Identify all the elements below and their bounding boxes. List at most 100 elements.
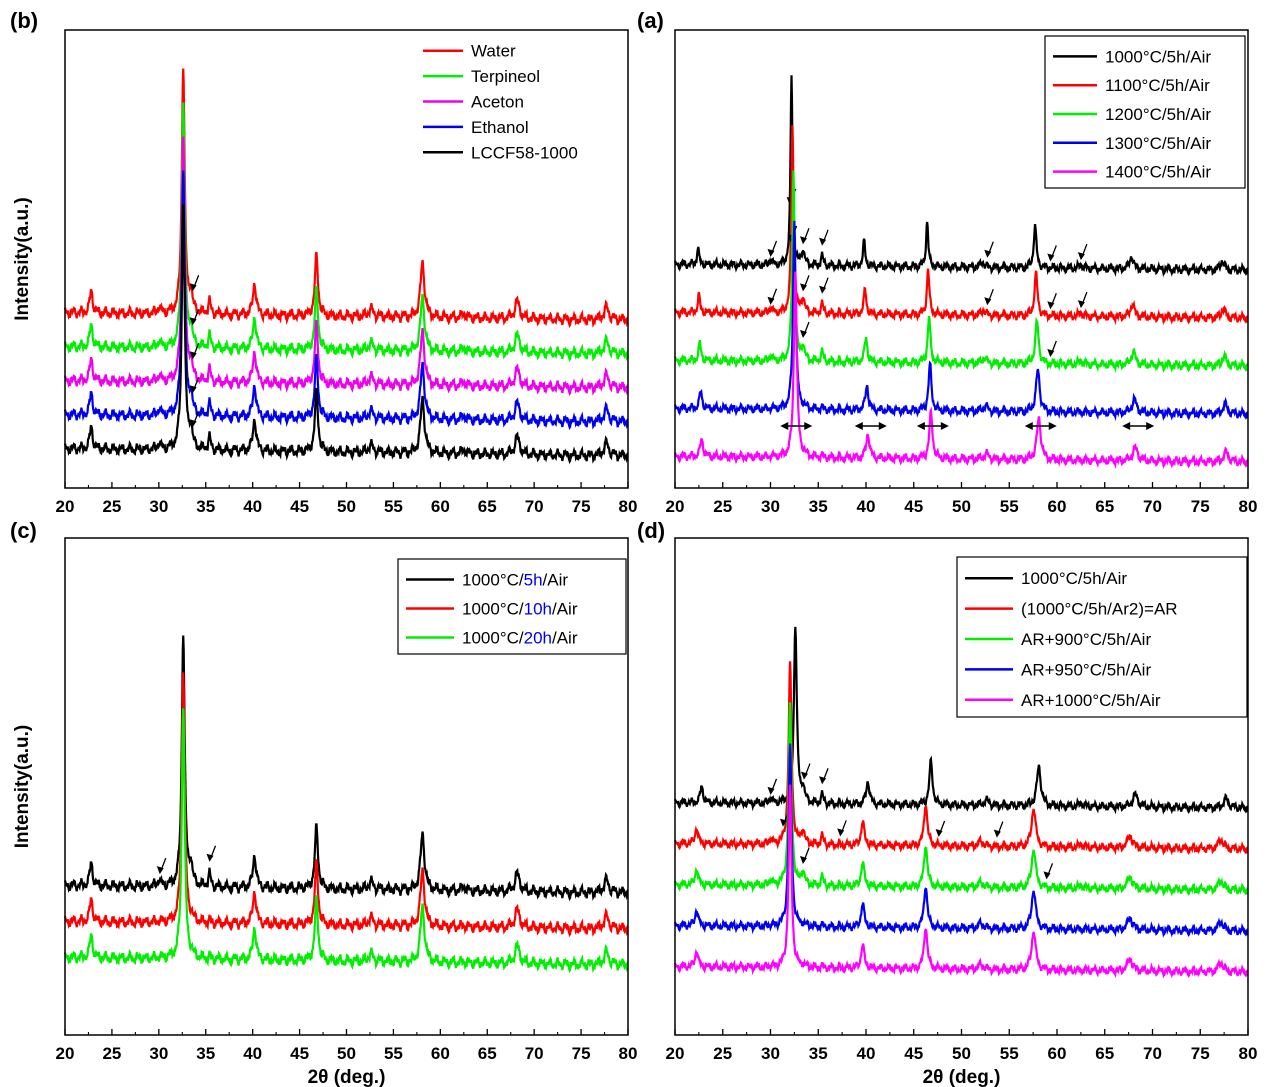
legend-box-a (1044, 35, 1246, 189)
x-tick-label-b-12: 80 (619, 497, 638, 516)
legend-a: 1000°C/5h/Air 1100°C/5h/Air 1200°C/5h/Air 1… (1044, 35, 1246, 189)
x-tick-label-c-1: 25 (102, 1044, 121, 1063)
panel-label-a: (a) (637, 8, 664, 33)
impurity-arrow-a-0-5 (1047, 245, 1057, 262)
x-tick-label-a-1: 25 (713, 497, 732, 516)
x-tick-label-b-10: 70 (525, 497, 544, 516)
x-tick-label-c-5: 45 (290, 1044, 309, 1063)
peak-shift-arrow-0 (780, 422, 813, 430)
x-tick-label-a-9: 65 (1095, 497, 1114, 516)
x-tick-label-d-9: 65 (1095, 1044, 1114, 1063)
x-tick-label-b-9: 65 (478, 497, 497, 516)
series-line-b-4 (63, 204, 629, 465)
impurity-arrow-a-0-2 (799, 228, 810, 245)
x-tick-label-c-10: 70 (525, 1044, 544, 1063)
series-line-a-2 (673, 170, 1249, 374)
impurity-arrow-d-1-1 (837, 820, 847, 837)
x-tick-label-d-2: 30 (761, 1044, 780, 1063)
peak-shift-arrow-3 (1024, 422, 1057, 430)
impurity-arrow-a-1-6 (1077, 291, 1088, 309)
legend-label-a-0: 1000°C/5h/Air (1105, 47, 1211, 66)
legend-label-d-0: 1000°C/5h/Air (1021, 569, 1127, 588)
x-tick-label-a-12: 80 (1239, 497, 1258, 516)
x-tick-label-d-0: 20 (666, 1044, 685, 1063)
x-axis-title-d: 2θ (deg.) (923, 1067, 1001, 1087)
legend-label-b-3: Ethanol (471, 118, 529, 137)
impurity-arrow-d-0-0 (767, 778, 778, 795)
x-tick-label-c-8: 60 (431, 1044, 450, 1063)
x-tick-label-b-11: 75 (572, 497, 591, 516)
panel-a: (a) 20 25 30 35 40 45 50 55 60 65 70 75 80 1000°C/5h/A… (637, 8, 1257, 516)
impurity-arrow-a-1-5 (1047, 293, 1057, 310)
impurity-arrow-d-0-1 (800, 763, 811, 780)
legend-label-c-0: 1000°C/5h/Air (462, 571, 568, 590)
legend-label-b-4: LCCF58-1000 (471, 143, 578, 162)
impurity-arrow-d-0-2 (819, 768, 829, 785)
legend-label-a-1: 1100°C/5h/Air (1105, 76, 1210, 95)
x-tick-label-a-5: 45 (904, 497, 923, 516)
x-tick-label-d-1: 25 (713, 1044, 732, 1063)
x-tick-label-c-4: 40 (243, 1044, 262, 1063)
x-tick-label-c-11: 75 (572, 1044, 591, 1063)
x-tick-label-b-2: 30 (149, 497, 168, 516)
series-line-a-1 (673, 125, 1249, 326)
series-line-a-3 (673, 220, 1249, 422)
panel-c: (c) 20 25 30 35 40 45 50 55 60 65 70 75 80 Intensity(a… (10, 518, 637, 1087)
impurity-arrow-b-0-0 (189, 275, 200, 292)
panel-label-c: (c) (10, 518, 37, 543)
series-line-a-0 (673, 75, 1249, 278)
panel-label-d: (d) (637, 518, 665, 543)
series-line-d-3 (673, 743, 1249, 938)
x-tick-label-b-7: 55 (384, 497, 403, 516)
legend-label-c-2: 1000°C/20h/Air (462, 629, 578, 648)
impurity-arrow-d-1-2 (935, 820, 946, 838)
x-tick-label-c-12: 80 (619, 1044, 638, 1063)
legend-label-c-1: 1000°C/10h/Air (462, 600, 578, 619)
y-axis-title-b: Intensity(a.u.) (12, 197, 33, 321)
legend-label-b-0: Water (471, 42, 516, 61)
impurity-arrow-b-3-0 (189, 377, 200, 394)
x-tick-label-c-7: 55 (384, 1044, 403, 1063)
legend-label-b-2: Aceton (471, 93, 524, 112)
x-axis-title-c: 2θ (deg.) (308, 1067, 386, 1087)
x-tick-label-d-11: 75 (1191, 1044, 1210, 1063)
series-line-a-4 (673, 271, 1249, 470)
legend-c: 1000°C/5h/Air 1000°C/10h/Air 1000°C/20h/Ai… (397, 558, 627, 655)
impurity-arrow-a-2-0 (799, 321, 810, 338)
legend-label-d-2: AR+900°C/5h/Air (1021, 630, 1151, 649)
x-tick-label-b-8: 60 (431, 497, 450, 516)
x-tick-label-b-5: 45 (290, 497, 309, 516)
legend-label-b-1: Terpineol (471, 67, 540, 86)
impurity-arrow-a-1-4 (984, 288, 994, 306)
series-line-d-1 (673, 661, 1249, 856)
x-tick-label-d-3: 35 (809, 1044, 828, 1063)
legend-label-a-2: 1200°C/5h/Air (1105, 105, 1211, 124)
impurity-arrow-c-0-1 (206, 845, 217, 862)
impurity-arrow-b-1-0 (189, 309, 200, 326)
x-tick-label-a-4: 40 (857, 497, 876, 516)
x-tick-label-d-10: 70 (1143, 1044, 1162, 1063)
series-line-d-4 (673, 784, 1249, 979)
impurity-arrow-a-1-2 (799, 275, 810, 292)
impurity-arrow-d-2-1 (1043, 863, 1054, 880)
impurity-arrow-a-0-3 (819, 229, 829, 246)
series-line-c-1 (63, 672, 629, 938)
series-line-b-1 (63, 102, 629, 363)
peak-shift-arrow-4 (1122, 422, 1155, 430)
x-tick-label-d-8: 60 (1048, 1044, 1067, 1063)
legend-label-a-3: 1300°C/5h/Air (1105, 134, 1211, 153)
legend-label-d-4: AR+1000°C/5h/Air (1021, 691, 1161, 710)
impurity-arrow-b-4-0 (189, 411, 200, 428)
panel-d: (d) 20 25 30 35 40 45 50 55 60 65 70 75 80 2θ (deg.) 10… (637, 518, 1257, 1087)
x-tick-label-c-0: 20 (56, 1044, 75, 1063)
impurity-arrow-a-0-4 (984, 241, 994, 258)
impurity-arrow-a-0-6 (1077, 243, 1088, 261)
impurity-arrow-a-2-1 (1047, 340, 1057, 358)
impurity-arrow-c-0-0 (156, 857, 167, 875)
x-tick-label-d-6: 50 (952, 1044, 971, 1063)
x-tick-label-a-11: 75 (1191, 497, 1210, 516)
legend-label-a-4: 1400°C/5h/Air (1105, 163, 1211, 182)
x-tick-label-b-3: 35 (196, 497, 215, 516)
x-tick-label-a-6: 50 (952, 497, 971, 516)
series-line-b-0 (63, 68, 629, 329)
